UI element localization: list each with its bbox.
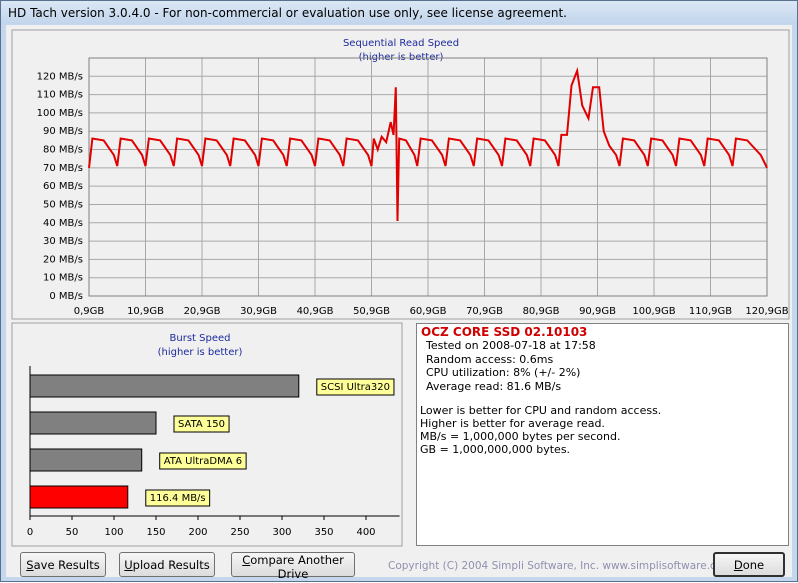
y-tick-label: 40 MB/s [43, 218, 83, 229]
label-box [145, 489, 211, 507]
details: Tested on 2008-07-18 at 17:58 Random acc… [426, 339, 596, 393]
note: GB = 1,000,000,000 bytes. [420, 443, 571, 456]
x-tick-label: 100,9GB [632, 306, 675, 317]
drive-name: OCZ CORE SSD 02.10103 [421, 325, 588, 339]
done-button[interactable]: Done [713, 552, 785, 577]
plot-frame [88, 57, 768, 297]
x-tick-label: 120,9GB [745, 306, 788, 317]
bar [29, 374, 300, 398]
x-tick-label: 70,9GB [466, 306, 503, 317]
save-button[interactable]: Save Results [20, 552, 106, 577]
title-bar: HD Tach version 3.0.4.0 - For non-commer… [1, 1, 797, 24]
copyright: Copyright (C) 2004 Simpli Software, Inc.… [388, 560, 733, 572]
y-tick-label: 50 MB/s [43, 199, 83, 210]
x-tick-label: 50,9GB [353, 306, 390, 317]
y-tick-label: 60 MB/s [43, 181, 83, 192]
detail: Random access: 0.6ms [426, 352, 554, 366]
button-label: Compare Another Drive [242, 553, 344, 581]
bar-label: SATA 150 [173, 415, 230, 433]
x-tick-label: 80,9GB [523, 306, 560, 317]
chart-title: Burst Speed [170, 333, 231, 344]
y-tick-label: 120 MB/s [37, 71, 83, 82]
bar [29, 485, 129, 509]
note: Higher is better for average read. [420, 417, 605, 430]
detail: Average read: 81.6 MB/s [426, 379, 562, 393]
x-tick-label: 250 [230, 527, 249, 538]
chart-subtitle: (higher is better) [158, 347, 243, 358]
x-tick-label: 300 [272, 527, 291, 538]
bar [29, 448, 143, 472]
y-tick-label: 100 MB/s [37, 108, 83, 119]
upload-button[interactable]: Upload Results [119, 552, 215, 577]
x-tick-label: 90,9GB [579, 306, 616, 317]
button-label: Done [733, 557, 765, 572]
y-tick-label: 110 MB/s [37, 90, 83, 101]
bar [29, 411, 157, 435]
notes: Lower is better for CPU and random acces… [420, 404, 661, 456]
panel [11, 29, 790, 320]
bar-label: 116.4 MB/s [145, 489, 211, 507]
x-tick-label: 100 [104, 527, 123, 538]
bar-label: SCSI Ultra320 [316, 378, 395, 396]
x-tick-label: 30,9GB [240, 306, 277, 317]
category-label: SATA 150 [178, 419, 225, 430]
read-speed-line [88, 66, 768, 221]
label-box [159, 452, 247, 470]
y-tick-label: 30 MB/s [43, 236, 83, 247]
x-tick-label: 20,9GB [184, 306, 221, 317]
x-tick-label: 50 [66, 527, 79, 538]
x-tick-label: 350 [314, 527, 333, 538]
x-tick-label: 40,9GB [297, 306, 334, 317]
x-tick-label: 110,9GB [689, 306, 732, 317]
y-tick-label: 80 MB/s [43, 145, 83, 156]
button-label: Save Results [26, 557, 100, 572]
x-tick-label: 400 [356, 527, 375, 538]
note: MB/s = 1,000,000 bytes per second. [420, 430, 621, 443]
x-tick-label: 200 [188, 527, 207, 538]
info-panel: OCZ CORE SSD 02.10103 Tested on 2008-07-… [416, 323, 789, 546]
label-box [316, 378, 395, 396]
x-tick-label: 10,9GB [127, 306, 164, 317]
x-tick-label: 0 [27, 527, 33, 538]
chart-title: Sequential Read Speed [343, 38, 459, 49]
category-label: SCSI Ultra320 [321, 382, 390, 393]
x-tick-label: 0,9GB [74, 306, 105, 317]
label-box [173, 415, 230, 433]
detail: CPU utilization: 8% (+/- 2%) [426, 366, 581, 379]
x-tick-label: 150 [146, 527, 165, 538]
detail: Tested on 2008-07-18 at 17:58 [426, 339, 596, 352]
note: Lower is better for CPU and random acces… [420, 404, 662, 417]
category-label: ATA UltraDMA 6 [164, 456, 242, 467]
x-tick-label: 60,9GB [410, 306, 447, 317]
y-tick-label: 10 MB/s [43, 273, 83, 284]
bar-label: ATA UltraDMA 6 [159, 452, 247, 470]
y-tick-label: 0 MB/s [49, 291, 83, 302]
button-label: Upload Results [124, 557, 210, 572]
y-tick-label: 70 MB/s [43, 163, 83, 174]
category-label: 116.4 MB/s [150, 493, 206, 504]
y-tick-label: 90 MB/s [43, 126, 83, 137]
y-tick-label: 20 MB/s [43, 254, 83, 265]
compare-button[interactable]: Compare Another Drive [231, 552, 355, 581]
